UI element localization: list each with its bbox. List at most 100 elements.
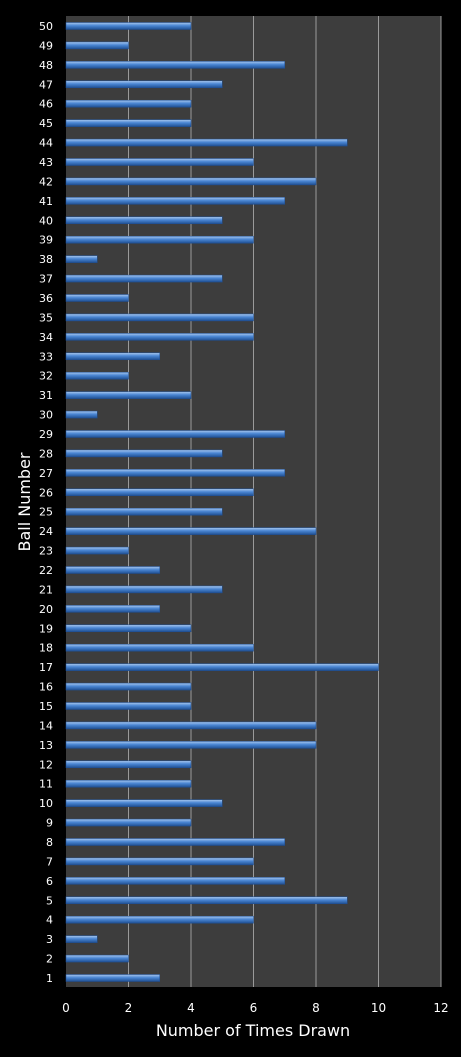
x-tick-label: 4 [187, 1001, 195, 1015]
bar-ball-30 [65, 410, 98, 419]
bar-ball-48 [65, 61, 285, 69]
y-tick-label: 15 [39, 700, 53, 713]
y-tick-label: 33 [39, 350, 53, 363]
bar-ball-49 [65, 41, 129, 50]
bar-ball-17 [65, 663, 379, 671]
bar-ball-13 [65, 741, 317, 749]
bar-ball-4 [65, 915, 254, 924]
bar-ball-22 [65, 566, 160, 574]
bar-ball-10 [65, 799, 223, 807]
bar-ball-6 [65, 877, 285, 885]
bar-ball-11 [65, 779, 192, 788]
bar-ball-46 [65, 99, 192, 108]
bar-ball-33 [65, 352, 160, 361]
y-tick-label: 28 [39, 447, 53, 460]
bar-ball-16 [65, 682, 192, 691]
y-tick-label: 30 [39, 409, 53, 422]
bar-ball-32 [65, 371, 129, 380]
y-tick-label: 3 [46, 933, 53, 946]
bar-ball-26 [65, 488, 254, 497]
y-tick-label: 29 [39, 428, 53, 441]
bar-ball-25 [65, 507, 223, 516]
bar-ball-23 [65, 546, 129, 555]
y-tick-label: 47 [39, 78, 53, 91]
bar-ball-40 [65, 216, 223, 225]
bar-ball-27 [65, 469, 285, 477]
x-tick-label: 6 [250, 1001, 258, 1015]
y-tick-label: 5 [46, 894, 53, 907]
y-tick-label: 34 [39, 331, 53, 344]
y-tick-label: 13 [39, 739, 53, 752]
y-tick-label: 10 [39, 797, 53, 810]
bar-ball-12 [65, 760, 192, 769]
bar-ball-1 [65, 974, 160, 982]
x-tick-label: 10 [371, 1001, 386, 1015]
y-tick-label: 1 [46, 972, 53, 985]
y-tick-label: 19 [39, 622, 53, 635]
y-tick-label: 31 [39, 389, 53, 402]
y-tick-label: 2 [46, 953, 53, 966]
bar-ball-2 [65, 954, 129, 963]
bar-ball-19 [65, 624, 192, 633]
y-tick-labels: 1234567891011121314151617181920212223242… [39, 20, 53, 985]
y-tick-label: 21 [39, 583, 53, 596]
bar-ball-7 [65, 857, 254, 866]
y-tick-label: 4 [46, 914, 53, 927]
bar-ball-24 [65, 527, 317, 535]
y-tick-label: 32 [39, 370, 53, 383]
bar-ball-3 [65, 935, 98, 943]
bar-ball-5 [65, 896, 348, 905]
x-tick-label: 2 [125, 1001, 133, 1015]
y-tick-label: 39 [39, 234, 53, 247]
y-axis-title: Ball Number [15, 452, 34, 551]
y-tick-label: 43 [39, 156, 53, 169]
y-tick-label: 7 [46, 855, 53, 868]
bar-ball-9 [65, 818, 192, 827]
bar-ball-21 [65, 585, 223, 594]
bar-ball-42 [65, 177, 317, 186]
x-axis-title: Number of Times Drawn [156, 1021, 350, 1040]
x-tick-label: 12 [433, 1001, 448, 1015]
y-tick-label: 45 [39, 117, 53, 130]
y-tick-label: 46 [39, 98, 53, 111]
y-tick-label: 27 [39, 467, 53, 480]
bar-ball-29 [65, 430, 285, 438]
y-tick-label: 16 [39, 681, 53, 694]
bar-ball-15 [65, 702, 192, 710]
y-tick-label: 37 [39, 273, 53, 286]
bar-ball-14 [65, 721, 317, 730]
bar-ball-35 [65, 313, 254, 322]
bar-ball-50 [65, 22, 192, 30]
bar-ball-18 [65, 643, 254, 652]
y-tick-label: 42 [39, 175, 53, 188]
y-tick-label: 8 [46, 836, 53, 849]
y-tick-label: 18 [39, 642, 53, 655]
y-tick-label: 12 [39, 758, 53, 771]
y-tick-label: 11 [39, 778, 53, 791]
y-tick-label: 40 [39, 214, 53, 227]
bar-ball-44 [65, 138, 348, 147]
bar-ball-47 [65, 80, 223, 89]
bar-ball-20 [65, 605, 160, 613]
bar-ball-34 [65, 333, 254, 341]
y-tick-label: 24 [39, 525, 53, 538]
bar-ball-41 [65, 197, 285, 205]
bar-ball-39 [65, 235, 254, 244]
bar-ball-8 [65, 838, 285, 846]
bar-ball-43 [65, 158, 254, 166]
y-tick-label: 14 [39, 719, 53, 732]
y-tick-label: 41 [39, 195, 53, 208]
y-tick-label: 6 [46, 875, 53, 888]
bar-ball-36 [65, 294, 129, 302]
y-tick-label: 26 [39, 486, 53, 499]
y-tick-label: 35 [39, 311, 53, 324]
bar-ball-45 [65, 119, 192, 127]
y-tick-label: 20 [39, 603, 53, 616]
bar-ball-37 [65, 274, 223, 283]
x-tick-label: 0 [62, 1001, 70, 1015]
x-tick-labels: 0 2 4 6 8 10 12 [62, 1001, 448, 1015]
y-tick-label: 22 [39, 564, 53, 577]
x-tick-label: 8 [312, 1001, 320, 1015]
